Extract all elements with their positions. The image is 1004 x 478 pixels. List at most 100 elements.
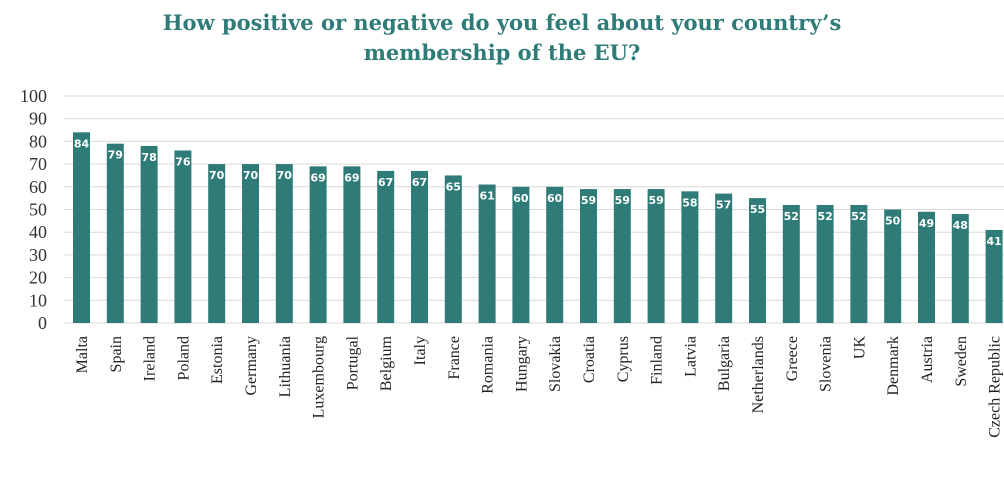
data-label: 50 xyxy=(885,215,901,228)
category-label: Hungary xyxy=(513,336,530,392)
data-label: 67 xyxy=(412,176,427,189)
category-label: Belgium xyxy=(378,335,395,391)
bar xyxy=(951,214,969,323)
category-label: Latvia xyxy=(682,336,699,377)
category-label: Czech Republic xyxy=(987,336,1004,438)
category-label: UK xyxy=(851,336,868,360)
bar xyxy=(546,186,564,323)
bar xyxy=(208,164,226,323)
data-label: 70 xyxy=(277,169,293,182)
bar xyxy=(275,164,293,323)
bar xyxy=(613,189,631,323)
bar xyxy=(377,170,395,323)
data-labels: 84 79 78 76 70 70 70 69 69 67 67 65 61 60 60 59 59 59 58 57… xyxy=(74,137,1002,248)
category-label: Bulgaria xyxy=(716,336,733,391)
y-tick-label: 80 xyxy=(29,131,47,151)
bar xyxy=(106,143,124,323)
bar xyxy=(681,191,699,323)
bar xyxy=(647,189,665,323)
category-label: Netherlands xyxy=(750,336,767,413)
bar xyxy=(715,193,733,323)
chart-title-line-1: How positive or negative do you feel abo… xyxy=(162,10,842,35)
bar xyxy=(73,132,90,323)
bar xyxy=(174,150,192,323)
category-label: Ireland xyxy=(142,336,159,381)
data-label: 79 xyxy=(108,149,123,162)
bar xyxy=(309,166,327,323)
category-label: Poland xyxy=(175,336,192,380)
chart-title-line-2: membership of the EU? xyxy=(363,40,641,65)
data-label: 69 xyxy=(344,171,359,184)
bars xyxy=(73,132,1003,323)
data-label: 41 xyxy=(986,235,1001,248)
data-label: 58 xyxy=(682,196,697,209)
data-label: 55 xyxy=(750,203,765,216)
bar xyxy=(884,209,902,323)
y-tick-label: 90 xyxy=(29,109,47,129)
y-tick-label: 10 xyxy=(29,290,47,310)
category-label: Slovenia xyxy=(818,336,835,392)
data-label: 48 xyxy=(953,219,968,232)
data-label: 65 xyxy=(446,180,461,193)
data-label: 70 xyxy=(209,169,225,182)
data-label: 69 xyxy=(310,171,325,184)
data-label: 60 xyxy=(547,192,563,205)
category-label: Luxembourg xyxy=(311,336,328,418)
data-label: 52 xyxy=(817,210,832,223)
data-label: 59 xyxy=(581,194,596,207)
category-label: France xyxy=(446,336,463,380)
category-label: Slovakia xyxy=(547,336,564,392)
y-tick-label: 30 xyxy=(29,245,47,265)
bar xyxy=(478,184,496,323)
bar xyxy=(850,204,868,323)
data-label: 84 xyxy=(74,137,90,150)
bar xyxy=(343,166,361,323)
category-label: Estonia xyxy=(209,336,226,384)
data-label: 70 xyxy=(243,169,259,182)
category-label: Germany xyxy=(243,336,260,396)
bar xyxy=(444,175,462,323)
y-tick-label: 70 xyxy=(29,154,47,174)
data-label: 78 xyxy=(141,151,156,164)
bar xyxy=(242,164,259,323)
chart-title: How positive or negative do you feel abo… xyxy=(0,8,1004,68)
bar xyxy=(140,145,158,323)
y-tick-label: 40 xyxy=(29,222,47,242)
y-tick-label: 50 xyxy=(29,200,47,220)
category-labels: Malta Spain Ireland Poland Estonia Germany Lit… xyxy=(74,335,1004,437)
category-label: Finland xyxy=(649,336,666,385)
y-tick-label: 0 xyxy=(38,313,47,333)
bar xyxy=(782,204,800,323)
data-label: 59 xyxy=(615,194,630,207)
bar xyxy=(512,186,530,323)
y-tick-label: 100 xyxy=(20,86,47,106)
category-label: Spain xyxy=(108,336,125,372)
category-label: Denmark xyxy=(885,336,902,396)
bar xyxy=(985,229,1003,323)
category-label: Austria xyxy=(919,336,936,383)
data-label: 60 xyxy=(513,192,529,205)
y-tick-label: 60 xyxy=(29,177,47,197)
data-label: 52 xyxy=(851,210,866,223)
category-label: Croatia xyxy=(581,336,598,383)
category-label: Romania xyxy=(480,336,497,394)
category-label: Sweden xyxy=(953,336,970,387)
category-label: Greece xyxy=(784,336,801,381)
bar xyxy=(816,204,834,323)
category-label: Italy xyxy=(412,336,429,365)
bar xyxy=(749,198,766,323)
y-tick-label: 20 xyxy=(29,268,47,288)
category-label: Malta xyxy=(74,336,91,373)
data-label: 49 xyxy=(919,217,934,230)
data-label: 61 xyxy=(479,190,494,203)
category-label: Portugal xyxy=(344,335,361,390)
data-label: 76 xyxy=(175,155,191,168)
data-label: 59 xyxy=(648,194,663,207)
bar xyxy=(411,170,428,323)
category-label: Lithuania xyxy=(277,336,294,397)
bar xyxy=(580,189,597,323)
data-label: 52 xyxy=(784,210,799,223)
data-label: 57 xyxy=(716,199,731,212)
